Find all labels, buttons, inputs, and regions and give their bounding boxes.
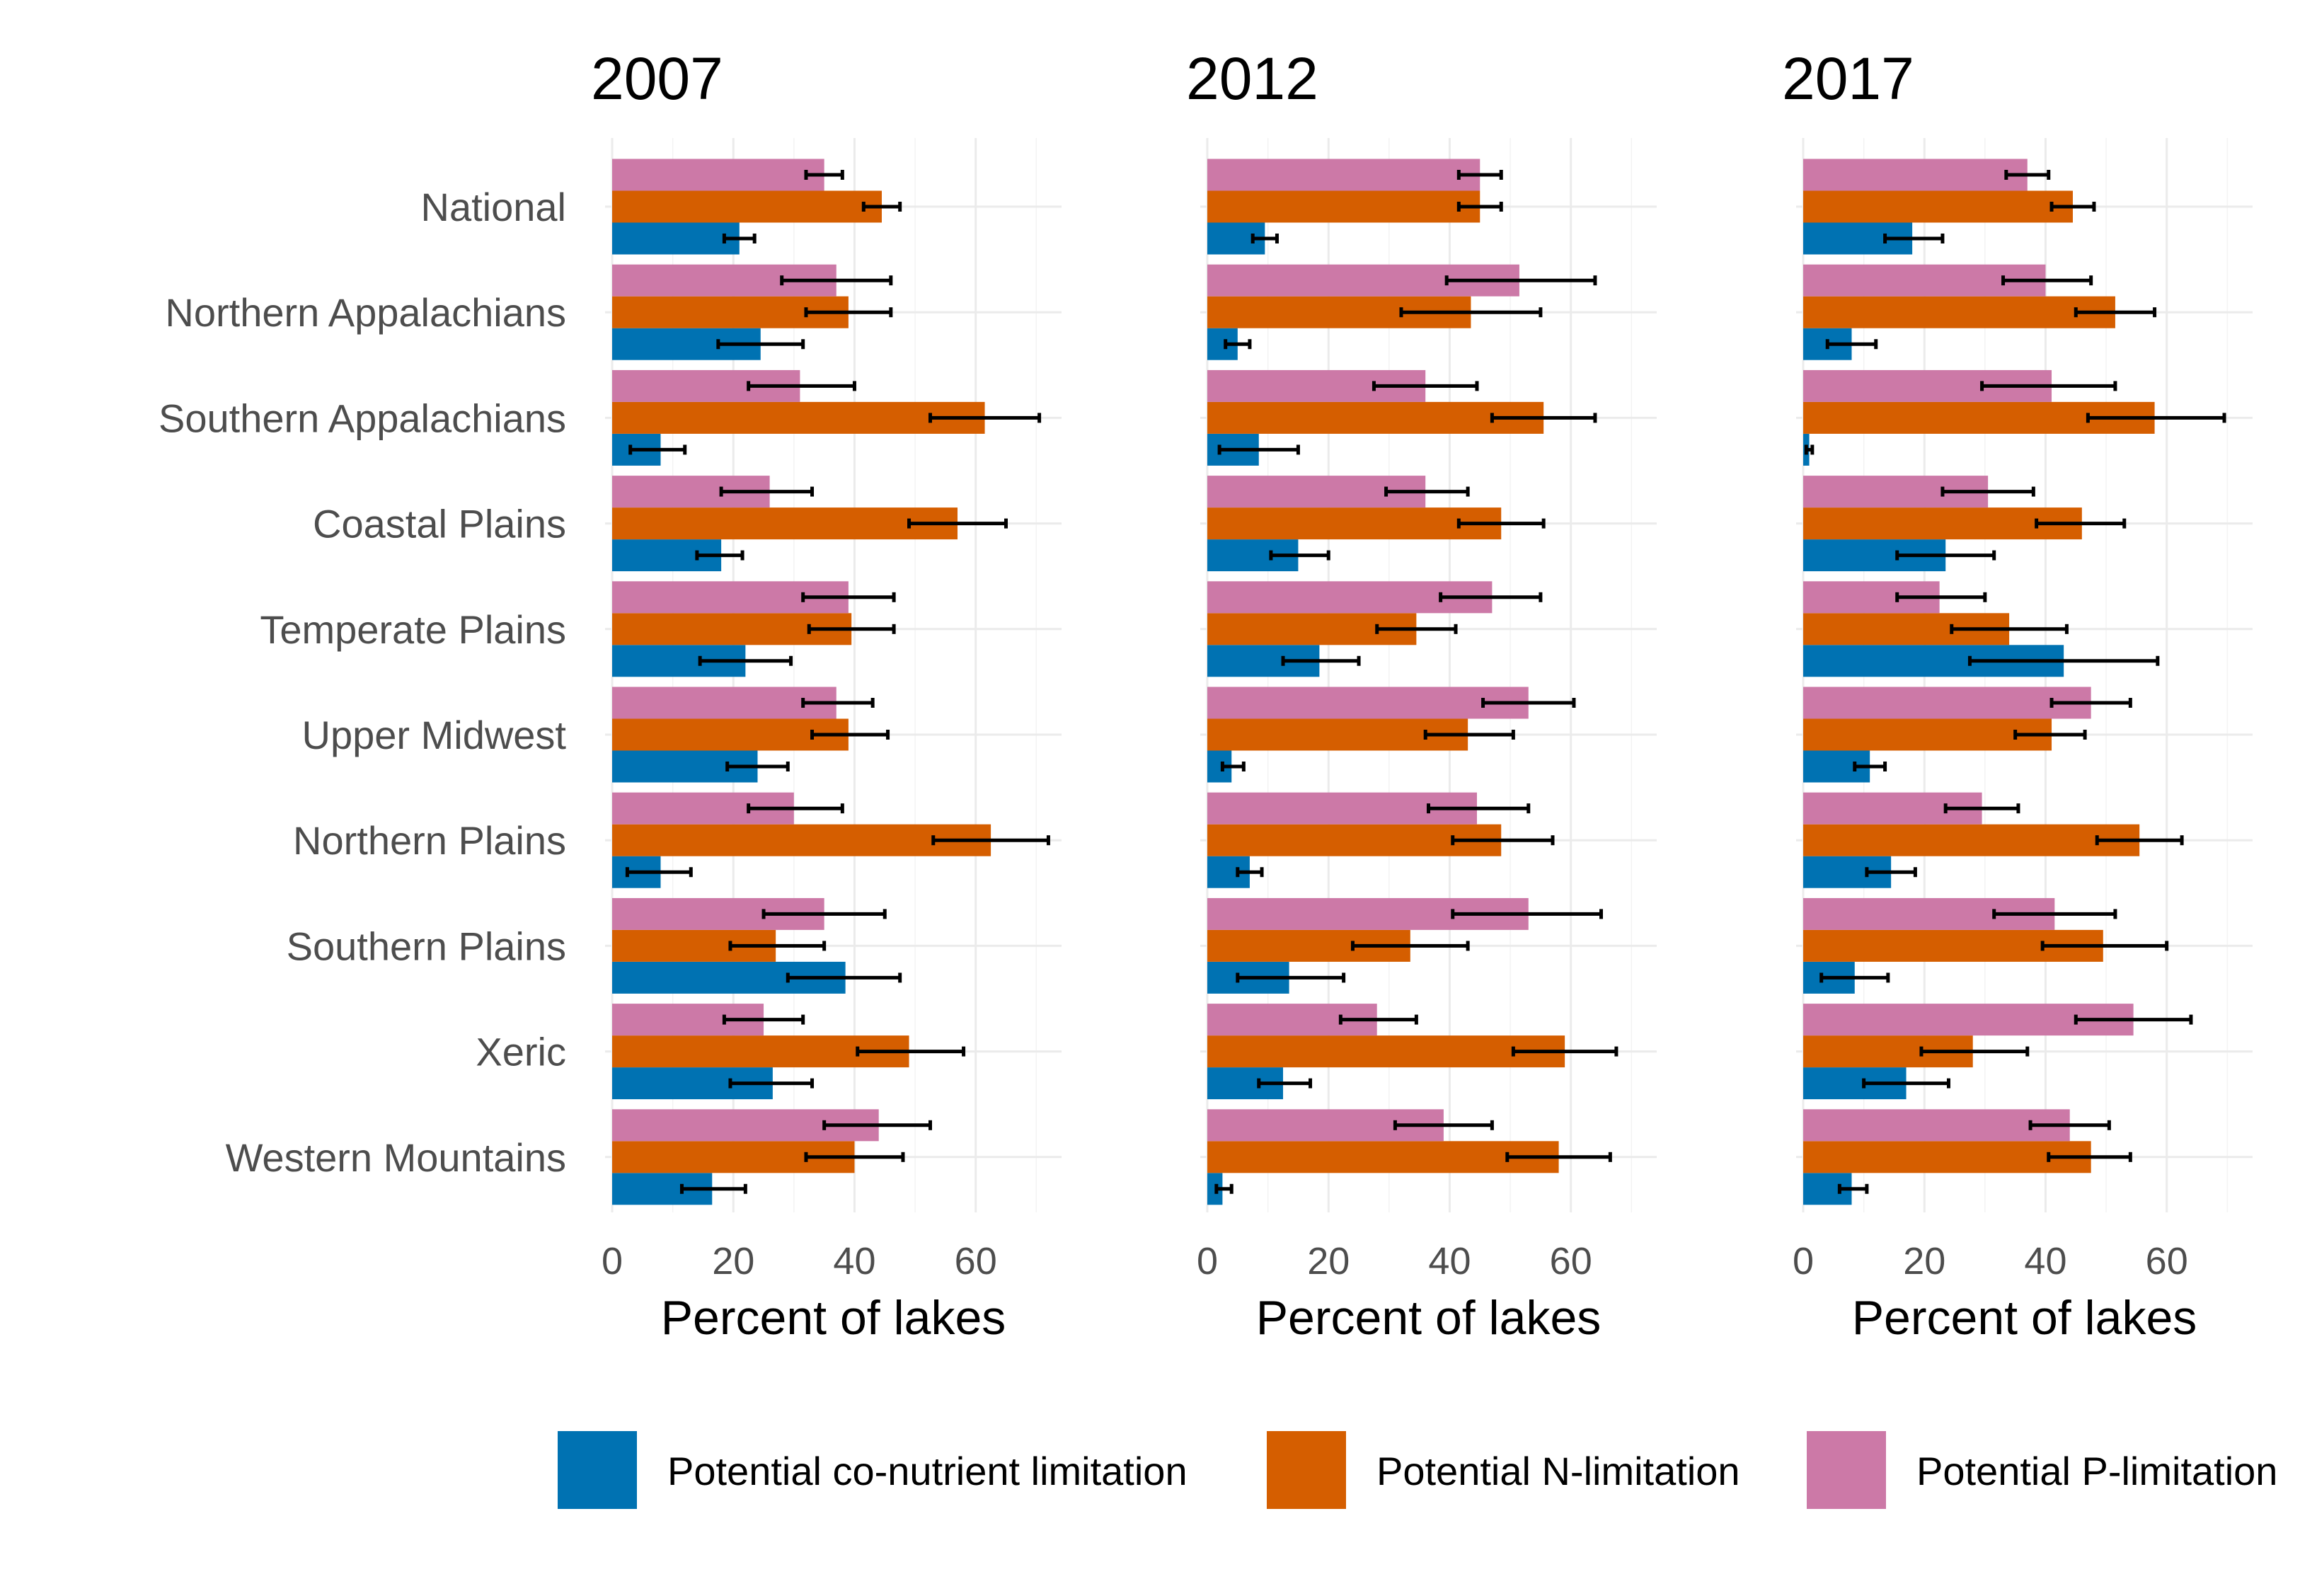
- panel-title: 2007: [591, 45, 723, 112]
- bar-0-3-1: [612, 507, 958, 540]
- x-tick-label: 40: [2024, 1240, 2066, 1282]
- x-axis-title: Percent of lakes: [661, 1291, 1006, 1345]
- category-label: Xeric: [476, 1030, 566, 1074]
- category-label: Southern Appalachians: [159, 396, 566, 440]
- bar-2-9-1: [1803, 1141, 2091, 1173]
- bar-1-0-1: [1207, 190, 1480, 223]
- bar-0-5-1: [612, 718, 849, 751]
- bar-0-6-1: [612, 824, 991, 856]
- bar-1-5-2: [1207, 687, 1529, 719]
- x-tick-label: 40: [833, 1240, 875, 1282]
- legend-key: [1807, 1431, 1886, 1509]
- bar-0-2-1: [612, 401, 985, 434]
- panel-title: 2012: [1186, 45, 1318, 112]
- x-tick-label: 60: [955, 1240, 997, 1282]
- bar-0-0-2: [612, 159, 824, 191]
- bar-1-3-1: [1207, 507, 1502, 540]
- bar-0-0-0: [612, 222, 740, 255]
- bar-0-0-1: [612, 190, 882, 223]
- x-tick-label: 0: [1197, 1240, 1218, 1282]
- bar-2-5-1: [1803, 718, 2052, 751]
- category-label: Northern Appalachians: [165, 290, 566, 335]
- x-tick-label: 60: [2146, 1240, 2188, 1282]
- category-label: Temperate Plains: [260, 607, 566, 652]
- category-label: Western Mountains: [226, 1135, 566, 1180]
- bar-1-2-1: [1207, 401, 1544, 434]
- bar-2-5-2: [1803, 687, 2091, 719]
- category-label: Northern Plains: [293, 818, 566, 863]
- bar-2-0-2: [1803, 159, 2028, 191]
- x-tick-label: 20: [1903, 1240, 1945, 1282]
- bar-1-0-2: [1207, 159, 1480, 191]
- x-axis-title: Percent of lakes: [1256, 1291, 1602, 1345]
- legend-label: Potential P-limitation: [1916, 1449, 2277, 1493]
- bar-0-5-2: [612, 687, 836, 719]
- x-tick-label: 0: [1793, 1240, 1814, 1282]
- category-label: Coastal Plains: [313, 502, 566, 546]
- x-axis-title: Percent of lakes: [1852, 1291, 2197, 1345]
- legend-label: Potential co-nutrient limitation: [667, 1449, 1188, 1493]
- bar-2-0-1: [1803, 190, 2073, 223]
- panel-title: 2017: [1782, 45, 1914, 112]
- legend-key: [558, 1431, 637, 1509]
- bar-2-9-2: [1803, 1109, 2070, 1142]
- bar-2-1-1: [1803, 296, 2115, 328]
- x-tick-label: 20: [712, 1240, 754, 1282]
- legend-label: Potential N-limitation: [1376, 1449, 1740, 1493]
- x-tick-label: 40: [1428, 1240, 1471, 1282]
- category-label: National: [421, 185, 566, 229]
- bar-1-9-1: [1207, 1141, 1559, 1173]
- x-tick-label: 20: [1307, 1240, 1350, 1282]
- legend-key: [1267, 1431, 1346, 1509]
- bar-2-6-1: [1803, 824, 2140, 856]
- x-tick-label: 0: [602, 1240, 623, 1282]
- category-label: Upper Midwest: [302, 713, 567, 757]
- category-label: Southern Plains: [287, 924, 566, 968]
- bar-1-8-1: [1207, 1035, 1565, 1068]
- x-tick-label: 60: [1550, 1240, 1592, 1282]
